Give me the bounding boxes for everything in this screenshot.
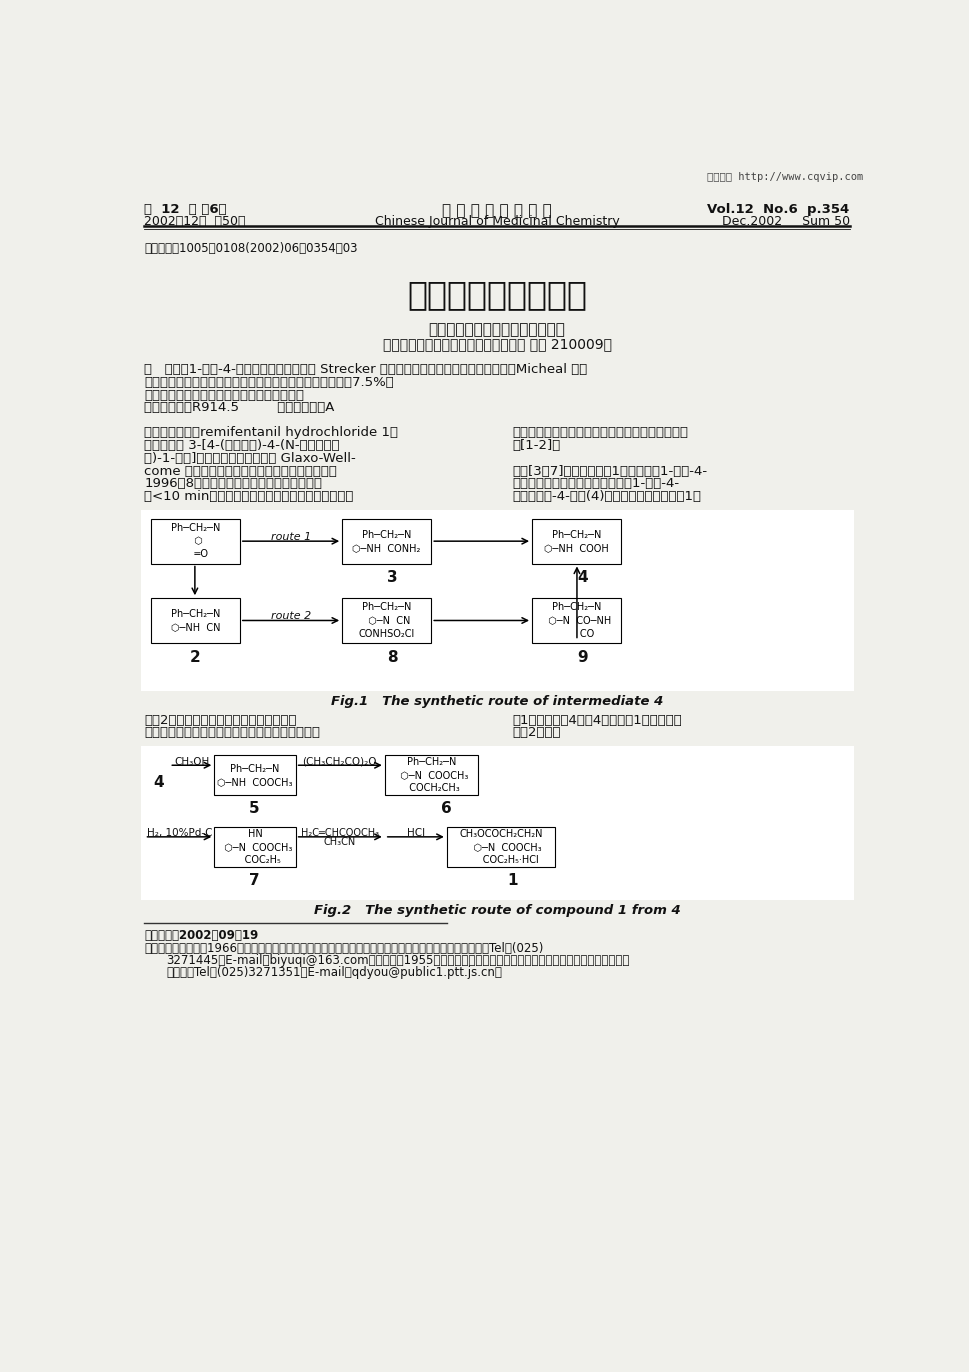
Text: 基)-1-哌啶]丙酸甲酯盐酸盐，是由 Glaxo-Well-: 基)-1-哌啶]丙酸甲酯盐酸盐，是由 Glaxo-Well- (144, 451, 356, 465)
Text: route 1: route 1 (270, 532, 311, 542)
Bar (342, 519, 431, 564)
Text: 3: 3 (387, 569, 397, 584)
Text: HN
  ⬡─N  COOCH₃
     COC₂H₅: HN ⬡─N COOCH₃ COC₂H₅ (217, 829, 292, 866)
Text: 3271445，E-mail：biyuqi@163.com；尤启冬（1955－），男（汉族），江苏泰州人，博士，教授，从事新药的设计: 3271445，E-mail：biyuqi@163.com；尤启冬（1955－）… (166, 954, 629, 967)
Text: Dec.2002     Sum 50: Dec.2002 Sum 50 (721, 215, 849, 229)
Text: Fig.1   The synthetic route of intermediate 4: Fig.1 The synthetic route of intermediat… (330, 696, 663, 708)
Text: 药[1-2]。: 药[1-2]。 (512, 439, 560, 453)
Text: 路线2的收率量较高，但所用试剂价格昂贵: 路线2的收率量较高，但所用试剂价格昂贵 (144, 713, 297, 727)
Text: 中图分类号：R914.5         文献标识码：A: 中图分类号：R914.5 文献标识码：A (144, 401, 334, 414)
Text: 小，为一较理想的高效、速效、短效的麻醉性镇痛: 小，为一较理想的高效、速效、短效的麻醉性镇痛 (512, 427, 688, 439)
Text: 和合成，Tel：(025)3271351，E-mail：qdyou@public1.ptt.js.cn。: 和合成，Tel：(025)3271351，E-mail：qdyou@public… (166, 966, 502, 980)
Bar (214, 827, 296, 867)
Text: 关键词：盐酸瑞芬太尼；麻醉性镇痛药；合成: 关键词：盐酸瑞芬太尼；麻醉性镇痛药；合成 (144, 388, 304, 402)
Text: CH₃OH: CH₃OH (174, 757, 209, 767)
Text: Ph─CH₂─N
  ⬡─N  CN
CONHSO₂Cl: Ph─CH₂─N ⬡─N CN CONHSO₂Cl (359, 602, 415, 639)
Text: 文献[3～7]报道，目的物1的合成均以1-苄基-4-: 文献[3～7]报道，目的物1的合成均以1-苄基-4- (512, 465, 707, 477)
Bar (141, 509, 853, 690)
Bar (385, 755, 478, 796)
Text: H₂, 10%Pd-C: H₂, 10%Pd-C (146, 827, 212, 838)
Text: 作者简介：毕小玲（1966－），女（汉族），安徽芜湖人，硕士，讲师，从事化学治疗药物的设计和合成，Tel：(025): 作者简介：毕小玲（1966－），女（汉族），安徽芜湖人，硕士，讲师，从事化学治疗… (144, 941, 544, 955)
Text: 盐酸瑞芬太尼（remifentanil hydrochloride 1）: 盐酸瑞芬太尼（remifentanil hydrochloride 1） (144, 427, 398, 439)
Text: 线1制备中间体4。从4至目的物1的合成路线: 线1制备中间体4。从4至目的物1的合成路线 (512, 713, 681, 727)
Text: 1996年8月首次在德国上市。其半衰期极短暂: 1996年8月首次在德国上市。其半衰期极短暂 (144, 477, 322, 490)
Text: 中 国 药 物 化 学 杂 志: 中 国 药 物 化 学 杂 志 (442, 203, 551, 218)
Text: 如图2所示。: 如图2所示。 (512, 726, 560, 740)
Text: 的化学名为 3-[4-(甲氧羰基)-4-(N-苯基丙酰胺: 的化学名为 3-[4-(甲氧羰基)-4-(N-苯基丙酰胺 (144, 439, 340, 453)
Text: route 2: route 2 (270, 612, 311, 622)
Text: 第  12  卷 第6期: 第 12 卷 第6期 (144, 203, 227, 217)
Text: HCl: HCl (406, 827, 424, 838)
Text: Fig.2   The synthetic route of compound 1 from 4: Fig.2 The synthetic route of compound 1 … (313, 904, 680, 916)
Text: Ph─CH₂─N
  ⬡─N  COOCH₃
  COCH₂CH₃: Ph─CH₂─N ⬡─N COOCH₃ COCH₂CH₃ (393, 757, 468, 793)
Text: 文章编号：1005－0108(2002)06－0354－03: 文章编号：1005－0108(2002)06－0354－03 (144, 241, 358, 255)
Text: 摘   要：以1-苄基-4-哌啶酮为起始原料，经 Strecker 反应、水解、酯化、丙酰化、脱苄基、Micheal 加成: 摘 要：以1-苄基-4-哌啶酮为起始原料，经 Strecker 反应、水解、酯化… (144, 364, 587, 376)
Text: 毕小玲，尤启冬，李玉艳，陈晓君: 毕小玲，尤启冬，李玉艳，陈晓君 (428, 322, 565, 338)
Text: （<10 min），持续静滴不产生蓄积现象，不良反应: （<10 min），持续静滴不产生蓄积现象，不良反应 (144, 490, 354, 504)
Bar (447, 827, 554, 867)
Text: (CH₃CH₂CO)₂O: (CH₃CH₂CO)₂O (302, 756, 377, 766)
Text: 维普资讯 http://www.cqvip.com: 维普资讯 http://www.cqvip.com (706, 173, 862, 182)
Text: Vol.12  No.6  p.354: Vol.12 No.6 p.354 (706, 203, 849, 217)
Text: come 公司研制的一个新型超短时麻醉性镇痛药，: come 公司研制的一个新型超短时麻醉性镇痛药， (144, 465, 337, 477)
Text: 8: 8 (387, 650, 397, 665)
Text: 盐酸瑞芬太尼的合成: 盐酸瑞芬太尼的合成 (407, 279, 586, 311)
Bar (141, 746, 853, 900)
Text: Ph─CH₂─N
  ⬡─N  CO─NH
       CO: Ph─CH₂─N ⬡─N CO─NH CO (542, 602, 610, 639)
Text: Chinese Journal of Medicinal Chemistry: Chinese Journal of Medicinal Chemistry (374, 215, 619, 229)
Text: 5: 5 (249, 801, 260, 816)
Bar (531, 519, 620, 564)
Text: 哌啶酮为起始原料，其关键中间体1-苄基-4-: 哌啶酮为起始原料，其关键中间体1-苄基-4- (512, 477, 679, 490)
Text: 7: 7 (249, 873, 260, 888)
Text: Ph─CH₂─N
  ⬡
    ═O: Ph─CH₂─N ⬡ ═O (171, 523, 220, 560)
Text: 2002年12月  总50期: 2002年12月 总50期 (144, 215, 246, 229)
Text: 9: 9 (577, 650, 587, 665)
Text: 4: 4 (153, 775, 164, 790)
Text: 6: 6 (441, 801, 452, 816)
Text: CH₃OCOCH₂CH₂N
    ⬡─N  COOCH₃
      COC₂H₅·HCl: CH₃OCOCH₂CH₂N ⬡─N COOCH₃ COC₂H₅·HCl (458, 829, 543, 866)
Text: （中国药科大学药物化学教研室，江苏 南京 210009）: （中国药科大学药物化学教研室，江苏 南京 210009） (382, 338, 611, 351)
Bar (214, 755, 296, 796)
Text: 收稿日期：2002－09－19: 收稿日期：2002－09－19 (144, 929, 259, 943)
Text: 及成盐反应合成了新型麻醉性镇痛药盐酸瑞芬太尼，总收率7.5%。: 及成盐反应合成了新型麻醉性镇痛药盐酸瑞芬太尼，总收率7.5%。 (144, 376, 393, 388)
Text: 4: 4 (577, 569, 587, 584)
Text: H₂C═CHCOOCH₃: H₂C═CHCOOCH₃ (300, 827, 379, 838)
Bar (150, 598, 239, 643)
Text: CH₃CN: CH₃CN (324, 837, 356, 847)
Text: Ph─CH₂─N
⬡─NH  CN: Ph─CH₂─N ⬡─NH CN (171, 609, 220, 632)
Text: 2: 2 (189, 650, 200, 665)
Text: Ph─CH₂─N
⬡─NH  COOCH₃: Ph─CH₂─N ⬡─NH COOCH₃ (217, 764, 293, 788)
Text: 且不易得，反应条件苛刻；结合实际情况，选择路: 且不易得，反应条件苛刻；结合实际情况，选择路 (144, 726, 320, 740)
Text: Ph─CH₂─N
⬡─NH  COOH: Ph─CH₂─N ⬡─NH COOH (544, 530, 609, 553)
Bar (531, 598, 620, 643)
Text: Ph─CH₂─N
⬡─NH  CONH₂: Ph─CH₂─N ⬡─NH CONH₂ (352, 530, 421, 553)
Text: 1: 1 (507, 873, 517, 888)
Bar (342, 598, 431, 643)
Bar (150, 519, 239, 564)
Text: 苯胺基哌啶-4-羧酸(4)有两条合成路线，见图1。: 苯胺基哌啶-4-羧酸(4)有两条合成路线，见图1。 (512, 490, 701, 504)
